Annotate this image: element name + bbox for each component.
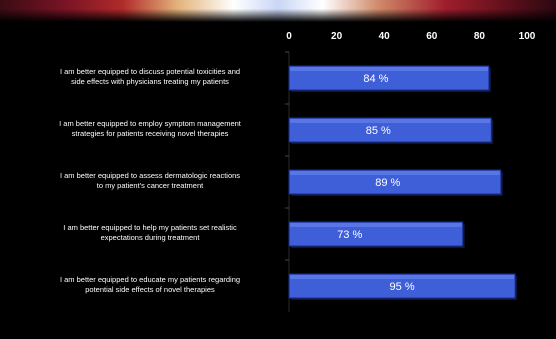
- data-label: 95 %: [390, 281, 415, 293]
- x-tick-label: 80: [474, 31, 486, 42]
- category-label-line: I am better equipped to discuss potentia…: [60, 67, 240, 76]
- data-label: 73 %: [337, 229, 362, 241]
- category-label: I am better equipped to help my patients…: [63, 223, 237, 242]
- decorative-banner: [0, 0, 556, 22]
- category-label: I am better equipped to employ symptom m…: [59, 119, 242, 138]
- category-label-line: expectations during treatment: [101, 233, 201, 242]
- x-tick-label: 0: [286, 31, 292, 42]
- bar-highlight: [290, 119, 491, 123]
- category-label-line: I am better equipped to employ symptom m…: [59, 119, 242, 128]
- bar-highlight: [290, 223, 462, 227]
- category-label: I am better equipped to educate my patie…: [60, 275, 240, 294]
- data-label: 84 %: [363, 73, 388, 85]
- category-label-line: I am better equipped to help my patients…: [63, 223, 237, 232]
- category-label: I am better equipped to assess dermatolo…: [60, 171, 240, 190]
- x-tick-label: 20: [331, 31, 343, 42]
- x-tick-label: 100: [519, 31, 536, 42]
- category-label-line: side effects with physicians treating my…: [71, 77, 229, 86]
- data-label: 85 %: [366, 125, 391, 137]
- bar-highlight: [290, 275, 515, 279]
- x-tick-label: 40: [379, 31, 391, 42]
- x-tick-label: 60: [426, 31, 438, 42]
- category-label: I am better equipped to discuss potentia…: [60, 67, 240, 86]
- data-label: 89 %: [375, 177, 400, 189]
- category-label-line: to my patient's cancer treatment: [97, 181, 204, 190]
- category-label-line: I am better equipped to educate my patie…: [60, 275, 240, 284]
- bar-highlight: [290, 171, 500, 175]
- category-label-line: potential side effects of novel therapie…: [85, 285, 215, 294]
- category-label-line: strategies for patients receiving novel …: [72, 129, 229, 138]
- bar-highlight: [290, 67, 488, 71]
- category-label-line: I am better equipped to assess dermatolo…: [60, 171, 240, 180]
